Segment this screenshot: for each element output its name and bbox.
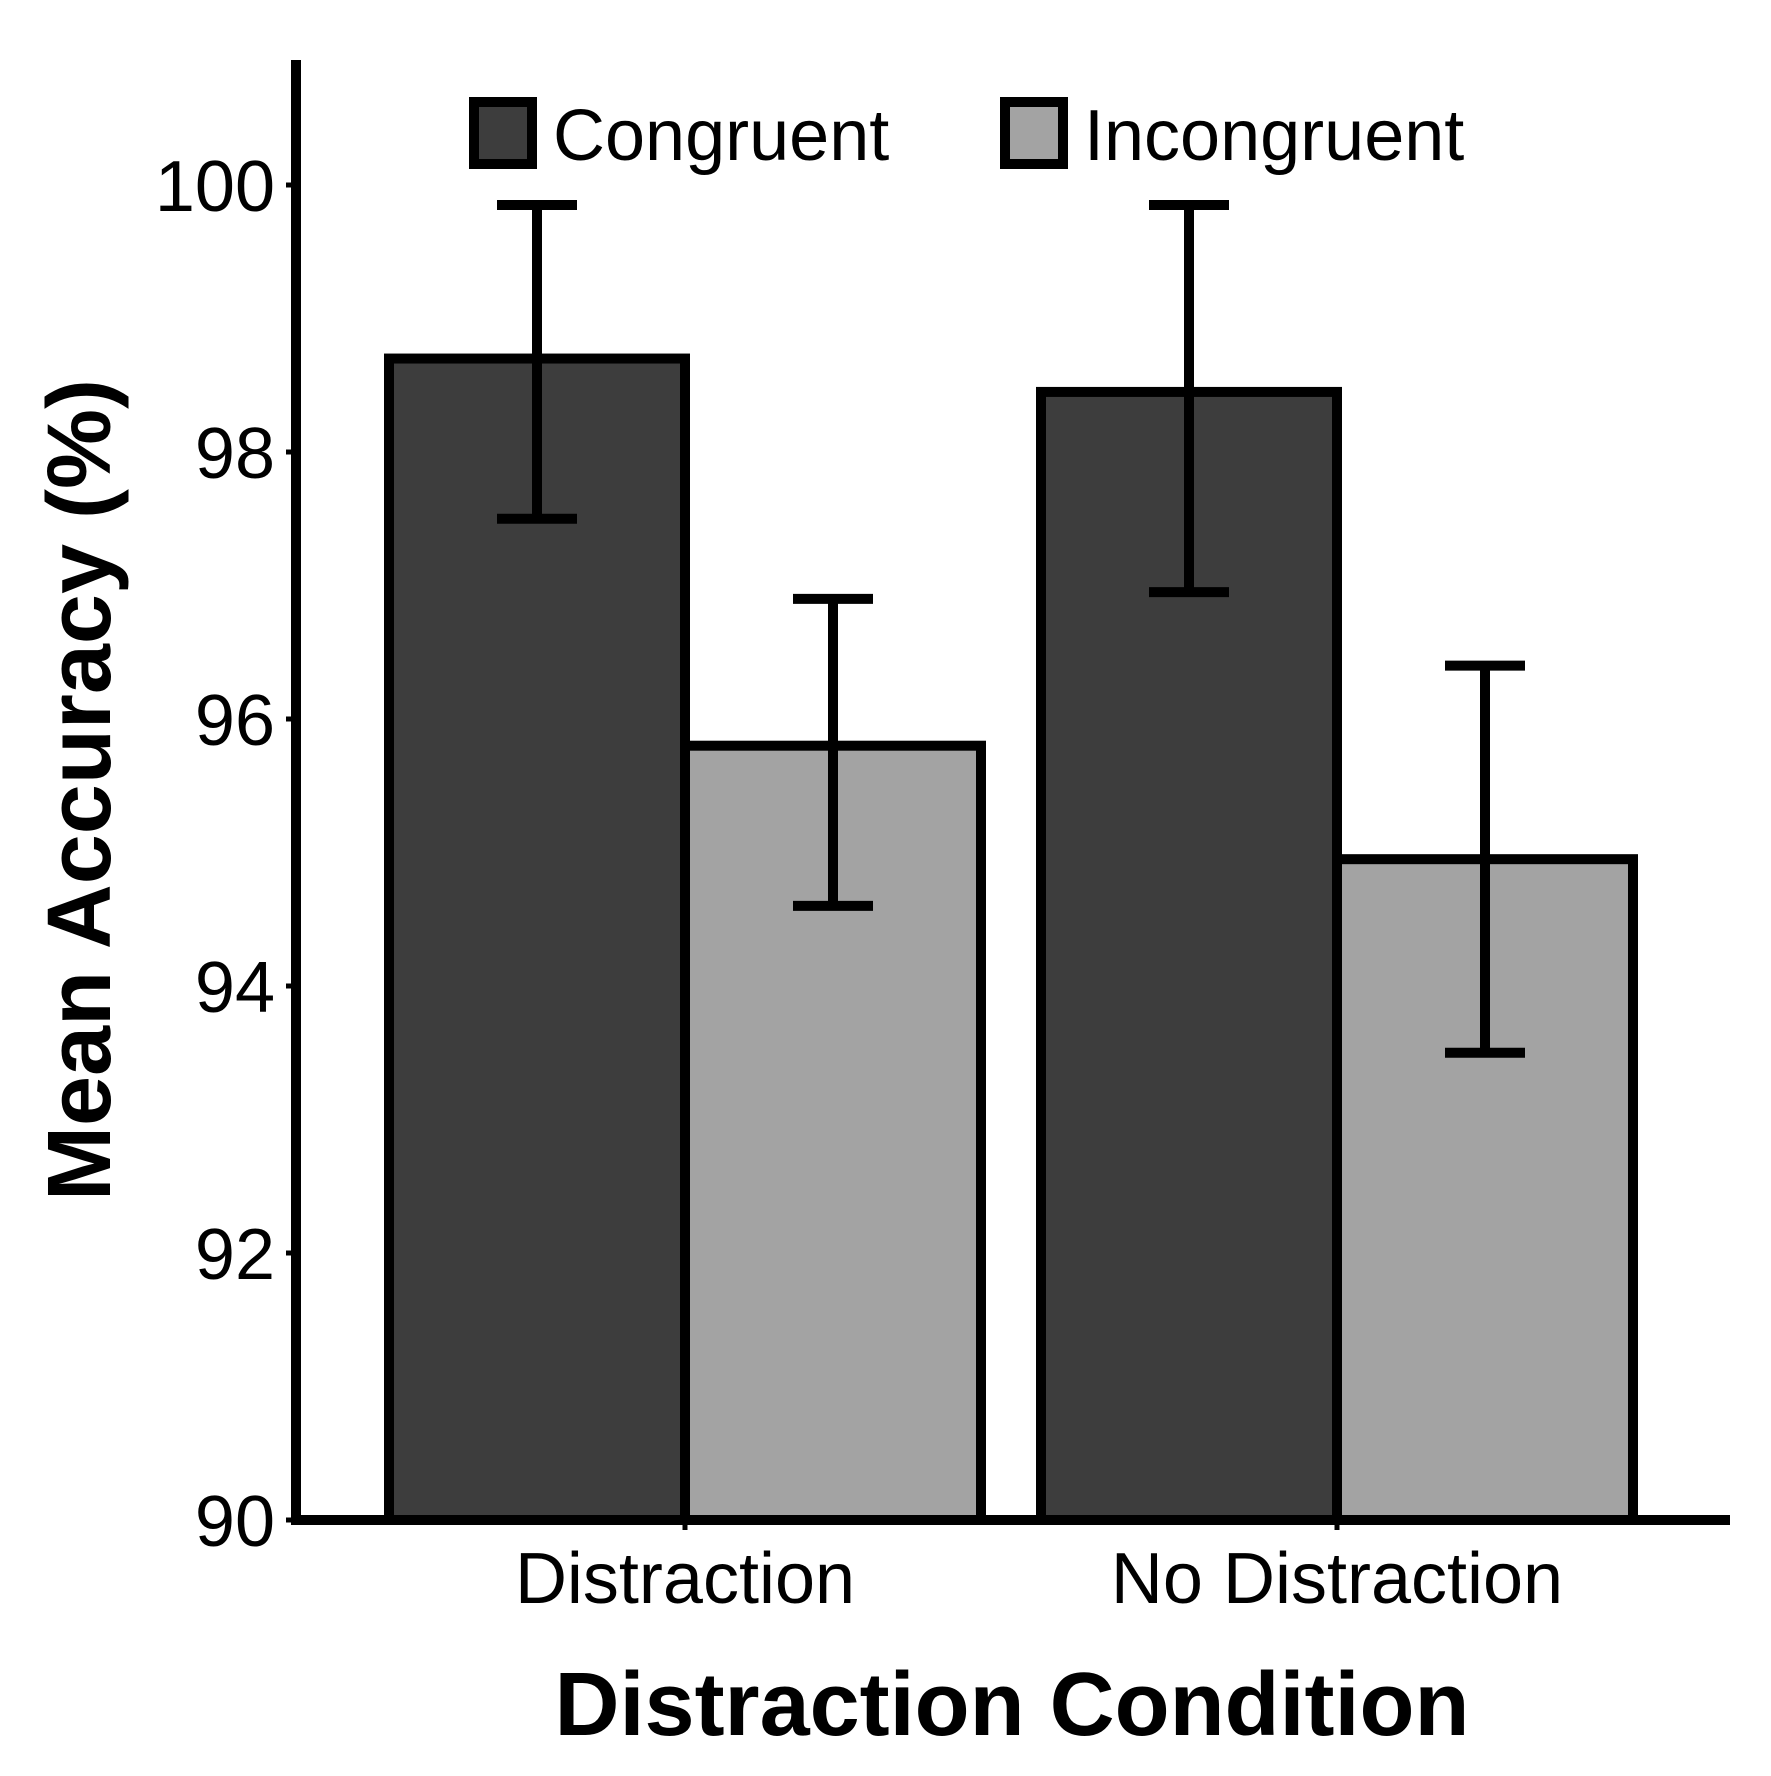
legend-key-incongruent bbox=[1000, 97, 1068, 169]
bar-congruent-distraction bbox=[384, 353, 690, 1525]
bars-layer bbox=[384, 353, 1638, 1525]
legend-key-congruent bbox=[469, 97, 537, 169]
y-axis-title: Mean Accuracy (%) bbox=[30, 379, 130, 1201]
x-tick-label-no-distraction: No Distraction bbox=[1111, 1539, 1563, 1619]
y-ticks-layer: 90 92 94 96 98 100 bbox=[155, 147, 296, 1562]
legend-label-incongruent: Incongruent bbox=[1084, 96, 1464, 176]
legend: Congruent Incongruent bbox=[469, 96, 1464, 176]
y-tick-label-100: 100 bbox=[155, 147, 275, 227]
x-ticks-layer: Distraction No Distraction bbox=[515, 1520, 1563, 1619]
y-tick-label-96: 96 bbox=[195, 681, 275, 761]
y-tick-label-94: 94 bbox=[195, 948, 275, 1028]
legend-label-congruent: Congruent bbox=[553, 96, 889, 176]
y-tick-label-92: 92 bbox=[195, 1215, 275, 1295]
x-tick-label-distraction: Distraction bbox=[515, 1539, 855, 1619]
y-tick-label-98: 98 bbox=[195, 414, 275, 494]
error-bars-layer bbox=[497, 200, 1525, 1058]
y-tick-label-90: 90 bbox=[195, 1482, 275, 1562]
x-axis-title: Distraction Condition bbox=[555, 1655, 1470, 1755]
axes-layer bbox=[291, 60, 1730, 1525]
